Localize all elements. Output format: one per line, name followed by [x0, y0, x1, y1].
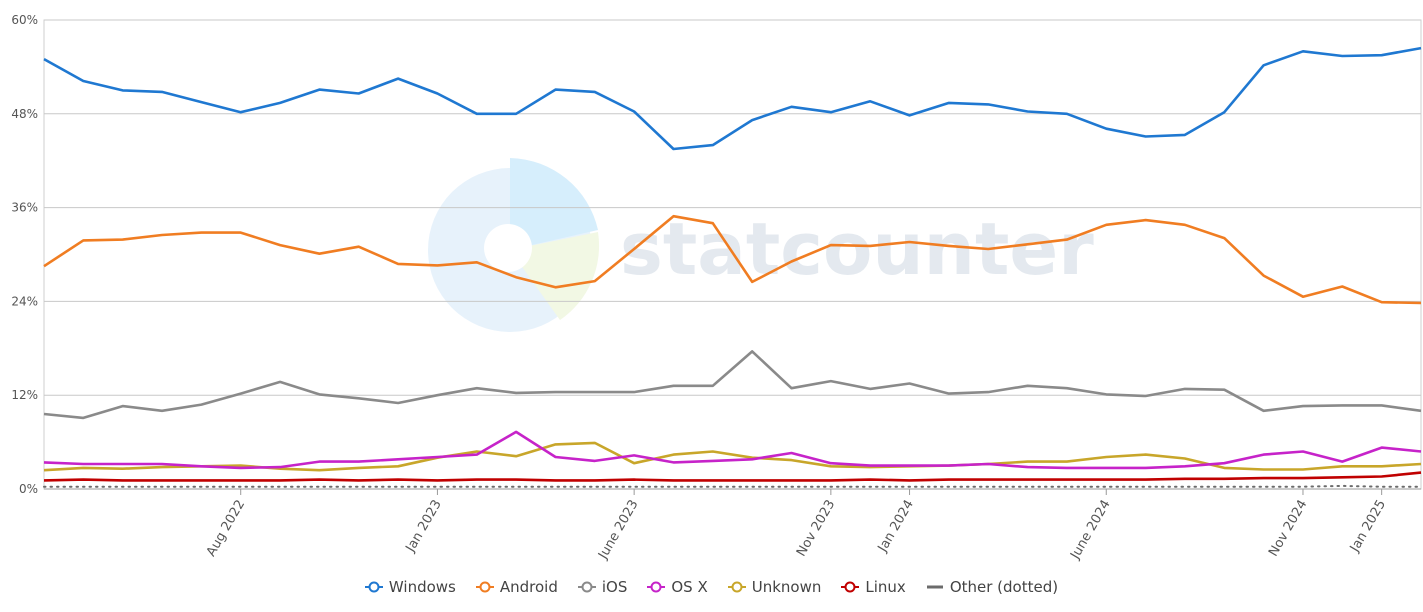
- series-line-ios: [43, 350, 1422, 420]
- series-line-windows: [43, 46, 1422, 151]
- x-tick-label: Jan 2023: [403, 498, 445, 556]
- y-tick-label: 0%: [19, 482, 38, 496]
- statcounter-watermark: statcounter: [428, 158, 1094, 332]
- x-tick-label: Jan 2025: [1347, 498, 1389, 556]
- watermark-segment-right: [510, 232, 600, 320]
- series-line-os-x: [43, 430, 1422, 470]
- y-tick-label: 24%: [11, 294, 38, 308]
- legend-swatch-icon: [926, 585, 943, 589]
- legend-swatch-icon: [475, 581, 494, 593]
- x-tick-label: June 2024: [1067, 498, 1113, 563]
- x-tick-label: Nov 2023: [794, 498, 838, 560]
- y-tick-label: 36%: [11, 201, 38, 215]
- legend-item-android[interactable]: Android: [475, 578, 558, 596]
- y-tick-label: 12%: [11, 388, 38, 402]
- y-tick-label: 60%: [11, 13, 38, 27]
- y-tick-label: 48%: [11, 107, 38, 121]
- legend-item-os-x[interactable]: OS X: [647, 578, 708, 596]
- series-line-android: [43, 214, 1422, 305]
- y-axis-ticks: 0% 12% 24% 36% 48% 60%: [11, 13, 38, 496]
- legend: Windows Android iOS OS X Unknown Linux Other (…: [0, 578, 1423, 596]
- legend-item-other-dotted[interactable]: Other (dotted): [926, 578, 1058, 596]
- x-tick-label: Aug 2022: [204, 498, 248, 560]
- legend-label: Windows: [388, 578, 456, 596]
- legend-swatch-icon: [364, 581, 383, 593]
- legend-label: iOS: [601, 578, 628, 596]
- x-tick-label: June 2023: [595, 498, 641, 563]
- legend-label: Linux: [865, 578, 906, 596]
- legend-swatch-icon: [727, 581, 746, 593]
- series-line-unknown: [43, 441, 1422, 472]
- legend-swatch-icon: [841, 581, 860, 593]
- legend-item-ios[interactable]: iOS: [577, 578, 628, 596]
- watermark-segment-top: [510, 158, 598, 250]
- gridlines: [43, 19, 1422, 490]
- series-line-linux: [43, 471, 1422, 482]
- series-line-other-dotted: [43, 484, 1422, 488]
- x-tick-label: Nov 2024: [1266, 498, 1310, 560]
- watermark-hole: [484, 224, 532, 272]
- legend-item-unknown[interactable]: Unknown: [727, 578, 822, 596]
- x-tick-label: Jan 2024: [875, 498, 917, 556]
- legend-swatch-icon: [647, 581, 666, 593]
- series-lines: [43, 46, 1422, 488]
- legend-label: Unknown: [751, 578, 822, 596]
- legend-swatch-icon: [577, 581, 596, 593]
- legend-item-linux[interactable]: Linux: [841, 578, 906, 596]
- legend-label: OS X: [671, 578, 708, 596]
- x-axis-ticks: Aug 2022 Jan 2023 June 2023 Nov 2023 Jan 202…: [204, 489, 1389, 563]
- legend-item-windows[interactable]: Windows: [364, 578, 456, 596]
- legend-label: Other (dotted): [949, 578, 1059, 596]
- legend-label: Android: [499, 578, 558, 596]
